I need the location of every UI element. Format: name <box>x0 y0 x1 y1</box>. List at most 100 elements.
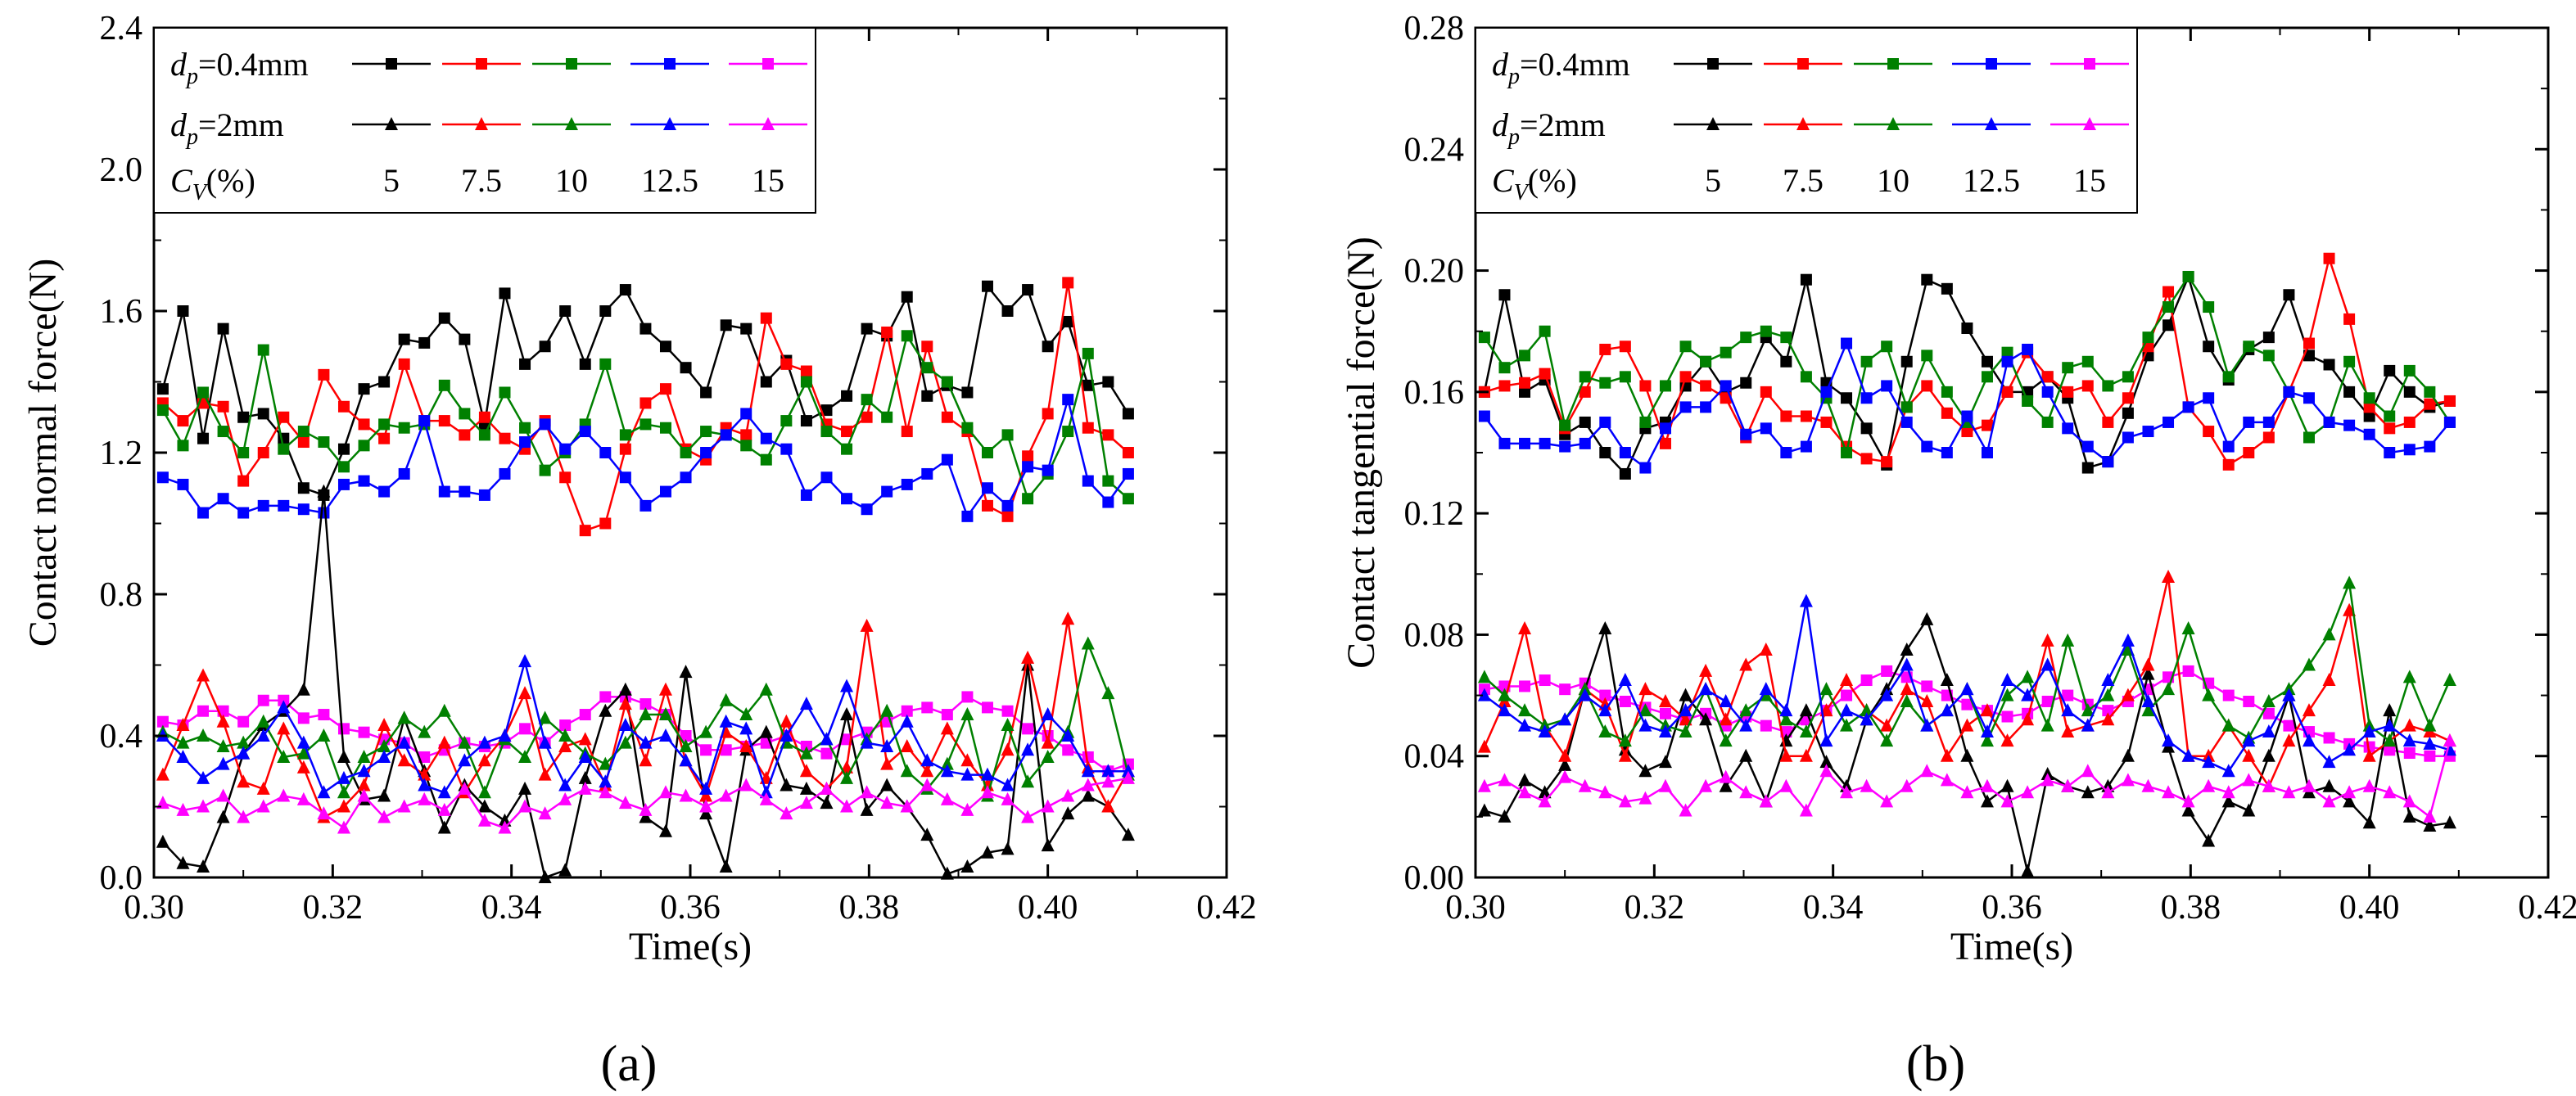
data-point <box>2242 773 2256 787</box>
data-point <box>1881 665 1893 677</box>
data-point <box>2424 398 2436 410</box>
data-point <box>1759 642 1773 656</box>
data-point <box>1800 410 1812 422</box>
data-point <box>679 753 693 767</box>
data-point <box>1639 462 1652 474</box>
data-point <box>1799 703 1813 717</box>
data-point <box>459 408 471 420</box>
data-point <box>639 802 653 816</box>
data-point <box>1477 688 1491 701</box>
data-point <box>2403 747 2416 760</box>
y-tick-label: 0.04 <box>1404 738 1465 776</box>
data-point <box>900 714 914 728</box>
data-point <box>800 489 812 501</box>
legend-marker <box>385 117 398 130</box>
data-point <box>739 738 753 752</box>
data-point <box>1941 386 1953 398</box>
data-point <box>2443 733 2456 747</box>
data-point <box>2102 456 2114 468</box>
data-point <box>237 810 251 823</box>
data-point <box>841 493 853 505</box>
legend-marker <box>565 117 578 130</box>
data-point <box>840 770 854 784</box>
data-point <box>720 429 732 441</box>
data-point <box>337 443 350 455</box>
data-point <box>418 792 432 805</box>
data-point <box>700 426 712 438</box>
data-point <box>459 333 471 345</box>
data-point <box>719 859 733 873</box>
data-point <box>1679 803 1692 817</box>
data-point <box>699 788 713 802</box>
data-point <box>1061 611 1075 625</box>
data-point <box>156 834 169 848</box>
data-point <box>1001 742 1015 756</box>
data-point <box>1598 724 1612 738</box>
data-point <box>1960 682 1974 696</box>
data-point <box>880 756 894 770</box>
data-point <box>2343 419 2356 431</box>
data-point <box>881 326 893 338</box>
data-point <box>1779 778 1793 792</box>
data-point <box>2040 657 2054 671</box>
data-point <box>680 471 692 484</box>
data-point <box>2141 657 2155 671</box>
data-point <box>197 859 210 873</box>
data-point <box>397 735 411 749</box>
data-point <box>278 411 290 423</box>
data-point <box>901 478 913 490</box>
data-point <box>519 436 531 449</box>
data-point <box>2001 346 2013 359</box>
data-point <box>1558 712 1572 726</box>
data-point <box>2384 364 2396 377</box>
data-point <box>217 493 229 505</box>
data-point <box>318 507 330 519</box>
data-point <box>1841 392 1853 404</box>
data-point <box>2000 688 2014 701</box>
data-point <box>518 686 532 700</box>
data-point <box>477 753 491 767</box>
data-point <box>1021 650 1035 664</box>
data-point <box>1940 673 1954 687</box>
data-point <box>1659 422 1671 435</box>
data-point <box>720 319 732 332</box>
data-point <box>318 368 330 381</box>
data-point <box>700 744 712 756</box>
data-point <box>1961 410 1973 422</box>
data-point <box>197 728 210 742</box>
data-point <box>1638 718 1652 732</box>
data-point <box>1658 693 1672 707</box>
data-point <box>1478 410 1490 422</box>
data-point <box>2081 380 2094 392</box>
data-point <box>2021 864 2035 877</box>
data-point <box>1102 496 1114 508</box>
data-point <box>1679 341 1692 353</box>
data-point <box>277 788 291 802</box>
data-point <box>2081 355 2094 368</box>
data-point <box>840 799 854 813</box>
data-point <box>398 358 410 370</box>
data-point <box>1599 377 1611 389</box>
data-point <box>2061 724 2075 738</box>
data-point <box>296 746 310 760</box>
data-point <box>1819 733 1833 747</box>
data-point <box>579 426 591 438</box>
data-point <box>900 799 914 813</box>
data-point <box>1121 764 1135 778</box>
data-point <box>317 785 331 799</box>
data-point <box>156 471 169 484</box>
data-point <box>1658 778 1672 792</box>
data-point <box>961 691 974 703</box>
data-point <box>1860 703 1873 717</box>
data-point <box>579 358 591 370</box>
data-point <box>437 785 451 799</box>
data-point <box>177 478 189 490</box>
data-point <box>880 796 894 810</box>
data-point <box>679 738 693 752</box>
data-point <box>438 312 450 324</box>
data-point <box>1498 809 1512 823</box>
data-point <box>1001 778 1015 792</box>
data-point <box>1880 794 1894 808</box>
data-point <box>257 499 269 512</box>
data-point <box>1779 712 1793 726</box>
